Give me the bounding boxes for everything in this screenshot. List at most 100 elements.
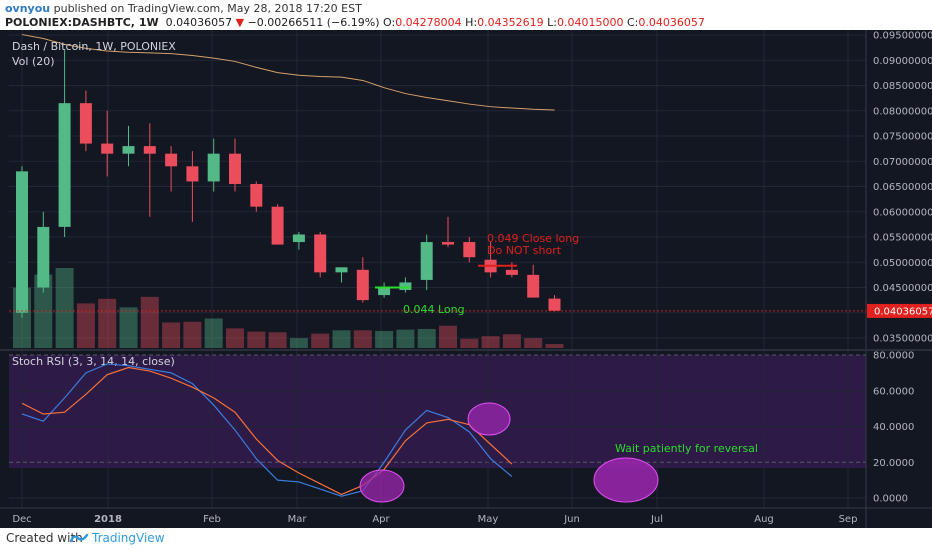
author-link[interactable]: ovnyou [5, 2, 51, 15]
volume-bar [55, 268, 74, 348]
candle-body [143, 146, 156, 154]
candle-body [548, 298, 561, 311]
rsi-tick-label: 40.0000 [873, 422, 914, 433]
time-tick-label: Aug [754, 514, 774, 525]
price-tick-label: 0.09000000 [873, 56, 932, 67]
open-value: 0.04278004 [395, 16, 462, 29]
wait-note: Wait patiently for reversal [615, 442, 758, 455]
candle-body [165, 153, 178, 167]
volume-bar [140, 296, 159, 348]
time-tick-label: Feb [203, 514, 221, 525]
volume-bar [545, 344, 564, 348]
volume-bar [183, 321, 202, 348]
ohlc-line: POLONIEX:DASHBTC, 1W 0.04036057 ▼ −0.002… [5, 16, 705, 29]
time-tick-label: Sep [839, 514, 858, 525]
chart-canvas[interactable]: 0.049 Close long Do NOT short 0.044 Long… [0, 30, 932, 528]
price-tick-label: 0.05500000 [873, 233, 932, 244]
volume-bar [119, 307, 138, 348]
price-tick-label: 0.07000000 [873, 157, 932, 168]
low-value: 0.04015000 [556, 16, 624, 29]
oversold-ellipse [359, 469, 405, 503]
candle-body [442, 242, 454, 245]
volume-bar [460, 338, 479, 348]
tradingview-link[interactable]: TradingView [92, 531, 165, 545]
candle-body [37, 226, 50, 288]
chart-header: ovnyou published on TradingView.com, May… [0, 0, 932, 30]
candle-body [335, 267, 348, 273]
tradingview-logo-icon[interactable] [70, 532, 88, 544]
time-tick-label: Apr [372, 514, 390, 525]
candles [16, 50, 561, 318]
stoch-k-line [21, 363, 513, 497]
rsi-axis-labels: 80.0000 60.0000 40.0000 20.0000 0.0000 [873, 351, 914, 505]
last-price: 0.04036057 [165, 16, 233, 29]
volume-bar [396, 329, 415, 348]
candle-body [399, 282, 412, 291]
change-arrow-icon: ▼ [235, 16, 245, 29]
footer: Created with TradingView [0, 528, 932, 550]
volume-bar [226, 328, 244, 348]
volume-ma-line [21, 34, 555, 111]
current-price-badge [867, 303, 932, 318]
close-value: 0.04036057 [638, 16, 705, 29]
time-tick-label: Mar [288, 514, 308, 525]
rsi-tick-label: 60.0000 [873, 386, 914, 397]
rsi-tick-label: 0.0000 [873, 494, 908, 505]
candle-body [292, 234, 305, 243]
price-tick-label: 0.06500000 [873, 182, 932, 193]
candle-body [463, 242, 476, 258]
candle-body [527, 274, 540, 298]
candle-body [101, 143, 114, 154]
candle-body [229, 153, 241, 184]
price-tick-label: 0.08500000 [873, 81, 932, 92]
price-tick-label: 0.03500000 [873, 334, 932, 345]
time-axis-labels: Dec 2018 Feb Mar Apr May Jun Jul Aug Sep [12, 514, 857, 525]
volume-bar [417, 328, 436, 348]
high-label: H: [465, 16, 478, 29]
overbought-ellipse [467, 402, 511, 436]
candle-body [314, 234, 327, 273]
candle-body [79, 103, 92, 144]
high-value: 0.04352619 [477, 16, 544, 29]
stoch-d-line [21, 366, 513, 496]
rsi-band [9, 355, 866, 468]
close-long-note: 0.049 Close long [487, 232, 579, 245]
publish-info: published on TradingView.com, May 28, 20… [53, 2, 362, 15]
candle-body [250, 183, 263, 207]
volume-bar [98, 298, 117, 348]
chart-title: Dash / Bitcoin, 1W, POLONIEX [12, 40, 176, 53]
candle-body [16, 171, 28, 313]
publish-line: ovnyou published on TradingView.com, May… [5, 2, 362, 15]
low-label: L: [547, 16, 557, 29]
candle-body [186, 166, 199, 182]
long-entry-note: 0.044 Long [403, 303, 465, 316]
volume-bar [375, 330, 394, 348]
price-tick-label: 0.08000000 [873, 106, 932, 117]
time-tick-label: Jul [650, 514, 663, 525]
volume-bar [481, 336, 500, 348]
price-tick-label: 0.04500000 [873, 283, 932, 294]
time-tick-label: 2018 [94, 514, 122, 525]
rsi-tick-label: 80.0000 [873, 351, 914, 362]
do-not-short-note: Do NOT short [487, 244, 562, 257]
volume-legend: Vol (20) [12, 55, 55, 68]
volume-bar [76, 303, 95, 348]
symbol-label: POLONIEX:DASHBTC, 1W [5, 16, 159, 29]
candle-body [378, 287, 391, 296]
volume-bar [204, 318, 223, 348]
volume-bar [268, 332, 287, 348]
price-tick-label: 0.06000000 [873, 207, 932, 218]
candle-body [356, 269, 369, 301]
candle-body [207, 153, 220, 182]
candle-body [58, 103, 71, 227]
candle-body [505, 269, 518, 275]
volume-bar [34, 274, 53, 348]
volume-bar [353, 330, 372, 348]
time-tick-label: Dec [12, 514, 31, 525]
volume-bar [311, 333, 330, 348]
candle-body [122, 146, 135, 154]
volume-bar [524, 338, 543, 348]
price-tick-label: 0.05000000 [873, 258, 932, 269]
open-label: O: [383, 16, 396, 29]
volume-bar [502, 334, 521, 348]
